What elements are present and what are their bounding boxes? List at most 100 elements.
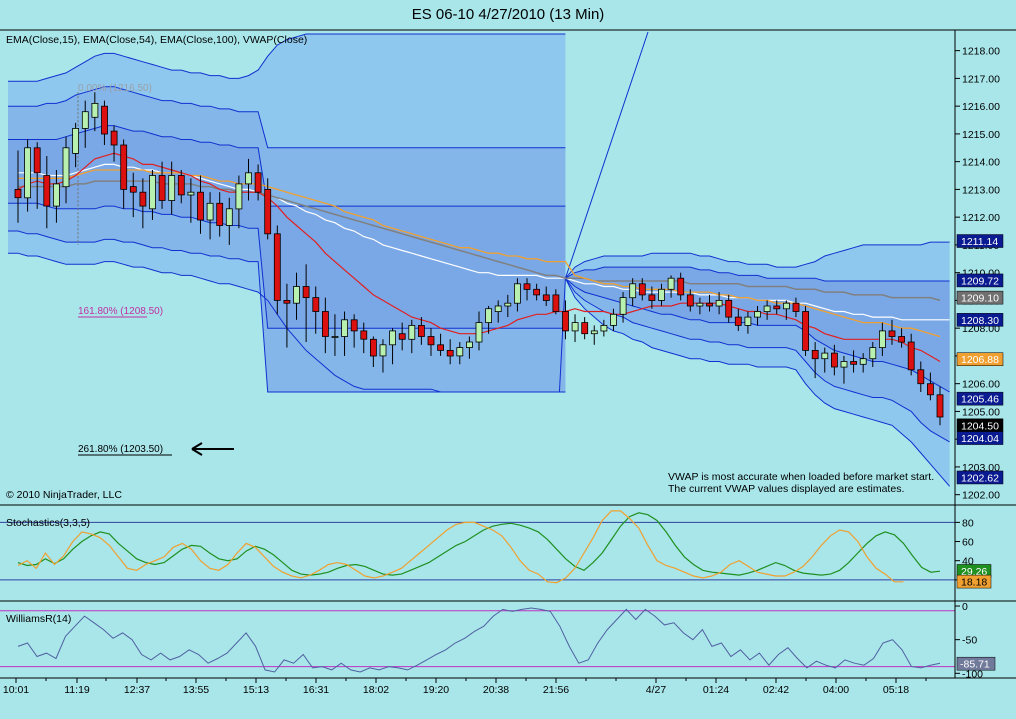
time-tick-label: 04:00 [823, 684, 849, 696]
stoch-tick-label: 80 [962, 517, 974, 529]
candle-body [149, 175, 156, 210]
candle [379, 339, 387, 373]
candle [504, 294, 512, 318]
candle [120, 139, 128, 209]
candle-body [600, 324, 608, 332]
candle [831, 344, 838, 376]
candle-body [101, 105, 108, 135]
candle [734, 308, 742, 331]
price-tick-label: 1202.00 [962, 490, 1000, 502]
candle-body [43, 175, 51, 207]
session2-upper1-line [565, 266, 950, 282]
candle-body [840, 361, 848, 368]
copyright-text: © 2010 NinjaTrader, LLC [6, 489, 122, 501]
candle-body [763, 305, 771, 312]
time-tick-label: 20:38 [483, 684, 509, 696]
candle-body [273, 233, 281, 301]
candle-body [14, 188, 22, 199]
candle-body [696, 302, 704, 307]
candle-body [879, 330, 886, 348]
candle [302, 264, 310, 343]
session1-inner-band [8, 125, 566, 329]
candle [667, 275, 675, 298]
candle-body [792, 302, 800, 312]
candle-body [677, 277, 685, 296]
candle-body [581, 322, 589, 335]
candle-body [129, 186, 137, 193]
candle [331, 314, 339, 356]
candlesticks [14, 92, 944, 426]
price-tick-label: 1215.00 [962, 129, 1000, 141]
candle [139, 178, 147, 229]
candle [446, 339, 454, 365]
candle-body [811, 349, 819, 360]
chart-title: ES 06-10 4/27/2010 (13 Min) [412, 6, 605, 23]
candle-body [859, 358, 867, 365]
candle-body [120, 144, 128, 190]
williams-tick-label: 0 [962, 601, 968, 613]
candle-body [408, 324, 416, 340]
candle-body [293, 286, 300, 304]
candle-body [783, 302, 790, 310]
candle-body [888, 330, 896, 337]
candle [254, 164, 262, 201]
price-badge-label: 1204.50 [961, 420, 999, 432]
candle-body [907, 341, 915, 371]
price-tick-label: 1214.00 [962, 157, 1000, 169]
candle-body [715, 299, 723, 307]
williams-line [17, 607, 941, 673]
candle [898, 328, 905, 348]
candle [273, 225, 281, 315]
candle [744, 311, 752, 334]
price-tick-label: 1213.00 [962, 184, 1000, 196]
candle-body [321, 311, 329, 337]
price-badge [956, 470, 1004, 485]
fib-161-label: 161.80% (1208.50) [78, 306, 163, 317]
candle-body [264, 188, 272, 235]
price-badge-label: 1204.04 [961, 433, 999, 445]
candle [514, 278, 521, 312]
price-tick-label: 1218.00 [962, 46, 1000, 58]
candle-body [72, 127, 79, 154]
candle-body [475, 322, 483, 343]
candle-body [754, 311, 761, 318]
candle [369, 336, 377, 368]
candle [129, 172, 137, 218]
candle [187, 178, 195, 223]
candle [523, 278, 531, 301]
candle [43, 156, 51, 229]
candle [417, 317, 425, 345]
candle [475, 311, 483, 351]
candle-body [610, 313, 617, 326]
stochastics-label: Stochastics(3,3,5) [6, 517, 90, 529]
candle-body [658, 288, 665, 301]
candle [590, 325, 598, 345]
price-badge [956, 313, 1004, 327]
candle-body [417, 324, 425, 337]
candle [456, 342, 464, 365]
candle [600, 319, 608, 337]
time-tick-label: 10:01 [3, 684, 29, 696]
price-tick-label: 1206.00 [962, 379, 1000, 391]
candle [293, 272, 300, 320]
candle-body [245, 172, 252, 185]
candle-body [821, 352, 829, 360]
candle [341, 311, 349, 356]
candle [907, 333, 915, 376]
candle-body [494, 305, 502, 312]
time-tick-label: 21:56 [543, 684, 569, 696]
time-axis: 10:01 11:19 12:37 13:55 15:13 16:31 18:02 19:20… [3, 678, 927, 696]
candle [72, 122, 79, 168]
vwap-note-line-1: VWAP is most accurate when loaded before… [668, 471, 934, 483]
williams-tick-label: -50 [962, 635, 977, 647]
candle [686, 289, 694, 312]
candle-body [437, 344, 445, 351]
candle [53, 169, 60, 223]
time-tick-label: 18:02 [363, 684, 389, 696]
candle [33, 142, 41, 209]
williams-badge-label: -85.71 [960, 659, 990, 671]
candle-body [456, 347, 464, 357]
candle-body [802, 311, 809, 351]
candle-body [283, 299, 291, 304]
